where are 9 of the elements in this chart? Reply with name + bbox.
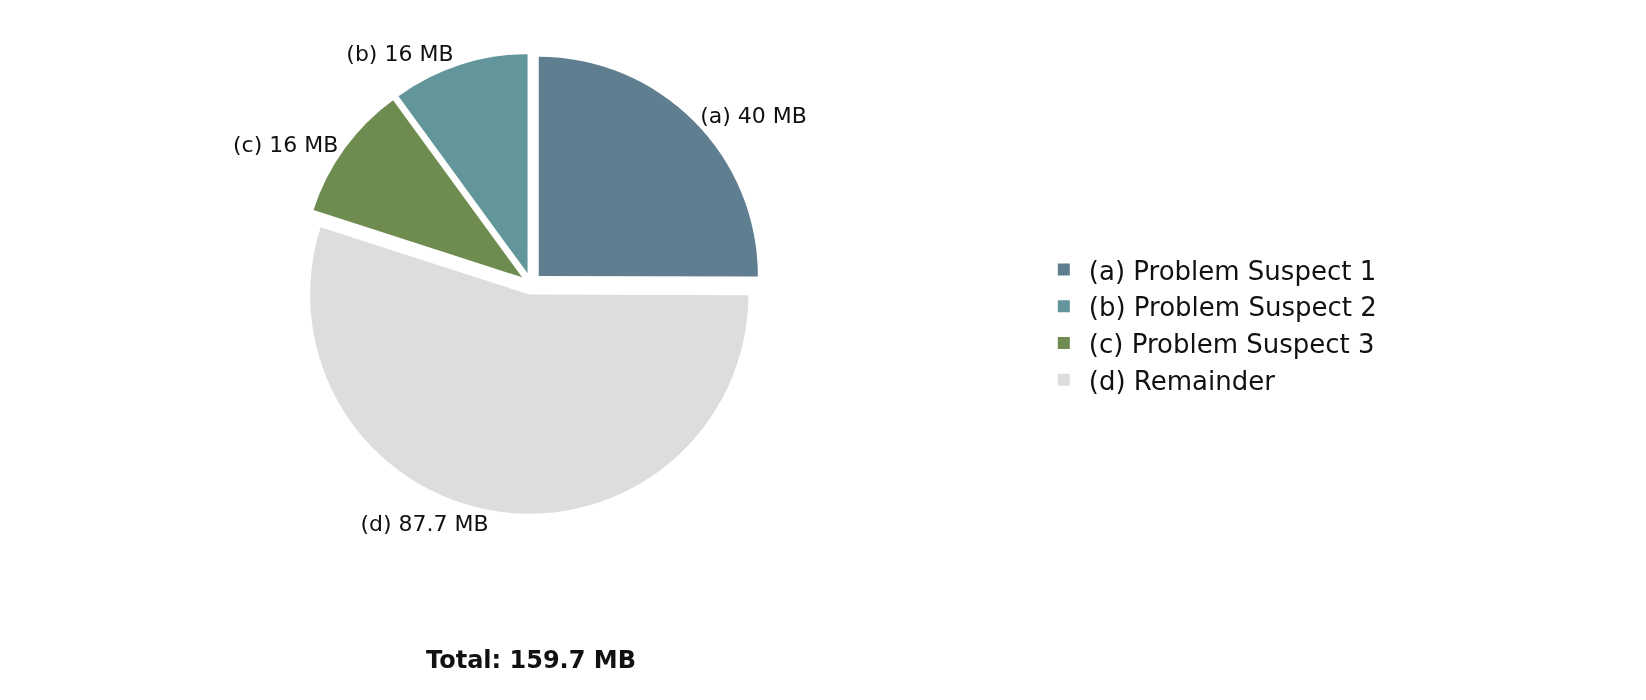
legend-label: (a) Problem Suspect 1 — [1088, 255, 1377, 286]
data-label: (d) 87.7 MB — [360, 510, 489, 536]
data-label: (a) 40 MB — [700, 102, 807, 128]
data-label: (c) 16 MB — [233, 131, 339, 157]
legend-label: (d) Remainder — [1088, 365, 1276, 396]
data-label: (b) 16 MB — [346, 41, 454, 67]
text: Total: 159.7 MB — [426, 646, 636, 674]
legend-label: (c) Problem Suspect 3 — [1088, 329, 1375, 360]
legend-label: (b) Problem Suspect 2 — [1088, 292, 1377, 323]
